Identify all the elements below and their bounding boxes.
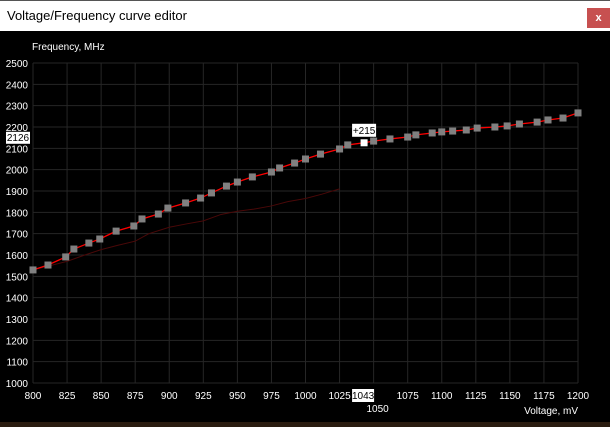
window-top-border (0, 0, 610, 1)
y-axis-label: Frequency, MHz (32, 42, 105, 53)
curve-point[interactable] (559, 114, 567, 122)
curve-point[interactable] (386, 135, 394, 143)
window-title: Voltage/Frequency curve editor (7, 8, 187, 23)
y-tick-label: 2000 (6, 166, 29, 177)
curve-point[interactable] (344, 141, 352, 149)
curve-point[interactable] (462, 126, 470, 134)
curve-point[interactable] (138, 215, 146, 223)
x-tick-label: 800 (25, 391, 42, 402)
curve-point[interactable] (96, 235, 104, 243)
x-tick-label: 850 (93, 391, 110, 402)
curve-point[interactable] (370, 137, 378, 145)
x-tick-label: 1175 (533, 391, 555, 402)
y-tick-label: 1900 (6, 187, 29, 198)
curve-point[interactable] (291, 159, 299, 167)
curve-point[interactable] (515, 120, 523, 128)
curve-point[interactable] (70, 245, 78, 253)
y-tick-label: 1400 (6, 294, 29, 305)
curve-point[interactable] (130, 222, 138, 230)
curve-point[interactable] (85, 239, 93, 247)
x-tick-label: 875 (127, 391, 144, 402)
curve-point[interactable] (248, 173, 256, 181)
y-tick-label: 1800 (6, 208, 29, 219)
x-tick-label: 1125 (465, 391, 487, 402)
curve-point[interactable] (302, 155, 309, 163)
curve-point[interactable] (29, 266, 37, 274)
curve-point[interactable] (164, 204, 172, 212)
y-tick-label: 1100 (6, 358, 28, 369)
y-tick-label: 1700 (6, 230, 29, 241)
y-tick-label: 2200 (6, 123, 29, 134)
curve-point[interactable] (197, 194, 205, 202)
title-bar: Voltage/Frequency curve editor x (0, 1, 610, 31)
curve-point[interactable] (276, 164, 284, 172)
y-tick-label: 2300 (6, 102, 29, 113)
x-tick-label: 1050 (367, 404, 390, 415)
curve-point[interactable] (267, 168, 275, 176)
x-tick-label: 1200 (567, 391, 590, 402)
curve-point[interactable] (544, 116, 552, 124)
curve-point[interactable] (404, 133, 412, 141)
y-tick-label: 1000 (6, 379, 29, 390)
y-tick-label: 1300 (6, 315, 29, 326)
y-tick-label: 2400 (6, 80, 29, 91)
curve-point[interactable] (503, 122, 511, 130)
x-tick-label: 950 (229, 391, 246, 402)
selected-curve-point[interactable] (360, 139, 368, 147)
curve-point[interactable] (574, 109, 582, 117)
x-tick-label: 1075 (397, 391, 420, 402)
y-tick-label: 2500 (6, 59, 29, 70)
curve-point[interactable] (207, 189, 215, 197)
curve-point[interactable] (112, 227, 120, 235)
frequency-readout: 2126 (7, 133, 30, 144)
x-tick-label: 1025 (328, 391, 351, 402)
curve-editor-area[interactable]: 800 825 850 875 900 925 950 975 1000 1025 1050 1075… (0, 31, 610, 422)
x-tick-label: 900 (161, 391, 178, 402)
curve-point[interactable] (62, 253, 70, 261)
curve-point[interactable] (336, 145, 344, 153)
y-tick-label: 1200 (6, 336, 29, 347)
close-button[interactable]: x (587, 8, 610, 28)
curve-point[interactable] (438, 128, 446, 136)
y-tick-label: 1600 (6, 251, 29, 262)
curve-point[interactable] (533, 118, 541, 126)
baseline-curve-line (32, 188, 340, 271)
voltage-readout-bg (352, 389, 375, 402)
offset-label-bg (352, 123, 377, 137)
curve-point[interactable] (491, 123, 499, 131)
voltage-readout: 1043 (352, 391, 375, 402)
x-tick-label: 975 (263, 391, 280, 402)
x-tick-label: 1100 (431, 391, 453, 402)
curve-point[interactable] (44, 261, 52, 269)
y-tick-label: 2100 (6, 144, 29, 155)
curve-point[interactable] (233, 178, 241, 186)
curve-point[interactable] (473, 124, 481, 132)
curve-point[interactable] (428, 129, 436, 137)
curve-point[interactable] (412, 131, 420, 139)
x-tick-label: 1000 (294, 391, 317, 402)
curve-point[interactable] (154, 210, 162, 218)
curve-point[interactable] (316, 150, 324, 158)
curve-point[interactable] (449, 127, 457, 135)
frequency-readout-bg (6, 131, 30, 144)
x-tick-label: 825 (59, 391, 76, 402)
x-tick-label: 1150 (499, 391, 521, 402)
curve-point[interactable] (222, 182, 230, 190)
curve-point[interactable] (182, 199, 190, 207)
offset-label: +215 (353, 126, 376, 137)
vf-curve-chart[interactable]: 800 825 850 875 900 925 950 975 1000 1025 1050 1075… (0, 31, 610, 422)
x-axis-label: Voltage, mV (524, 406, 578, 417)
y-tick-label: 1500 (6, 272, 29, 283)
x-tick-label: 925 (195, 391, 212, 402)
